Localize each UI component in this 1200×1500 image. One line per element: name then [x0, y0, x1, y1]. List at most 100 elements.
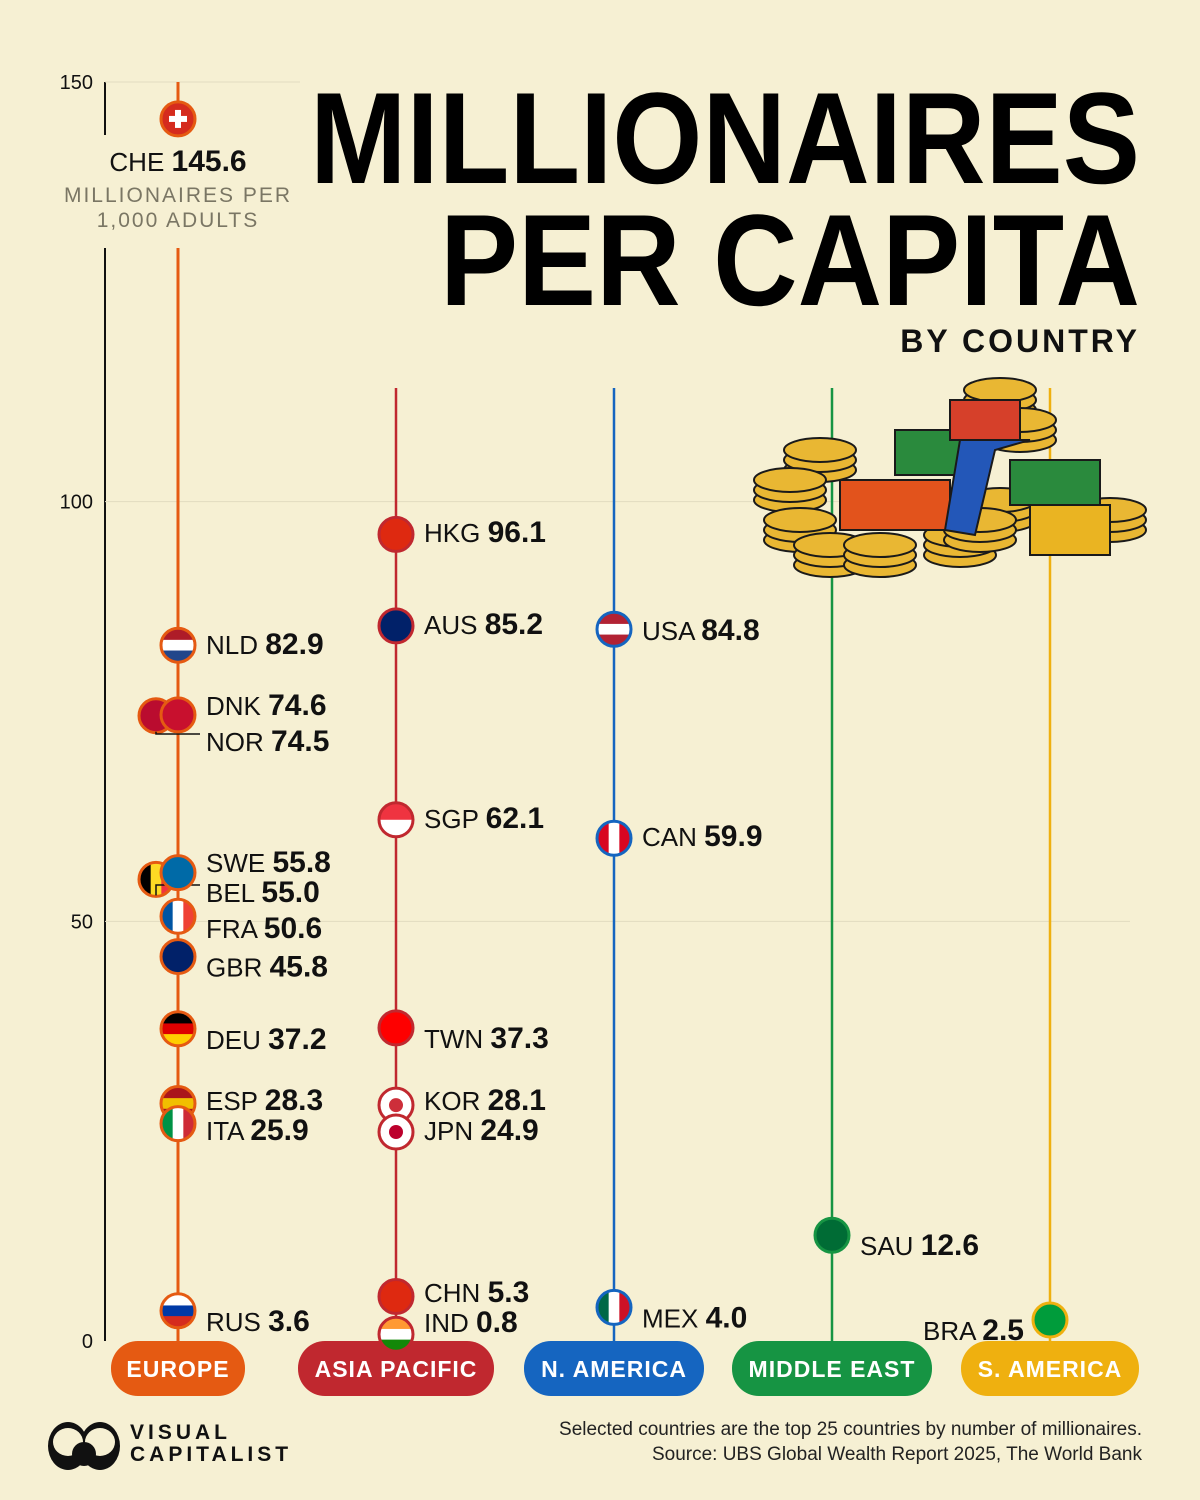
point-marker: [377, 1315, 415, 1353]
flag-stripe: [140, 863, 152, 896]
logo-icon: [48, 1422, 120, 1470]
flag-stripe: [150, 863, 162, 896]
region-label: S. AMERICA: [978, 1356, 1123, 1382]
value-label: 74.5: [271, 725, 329, 758]
flag-jpn-icon: [380, 1116, 412, 1149]
flag-gbr-icon: [162, 940, 194, 973]
value-label: 3.6: [268, 1305, 310, 1338]
point-ind: IND 0.8: [377, 1306, 518, 1353]
point-marker: [159, 100, 197, 138]
point-marker: [377, 515, 415, 553]
point-marker: [595, 610, 633, 648]
point-mex: MEX 4.0: [595, 1288, 747, 1334]
flag-stripe: [619, 1291, 630, 1324]
region-label: ASIA PACIFIC: [315, 1356, 478, 1382]
flag-stripe: [162, 639, 194, 652]
point-marker: [377, 1113, 415, 1151]
point-label: CHE 145.6: [109, 145, 246, 178]
point-dnk: DNK 74.6: [159, 689, 327, 734]
country-code: HKG: [424, 518, 488, 548]
flag-stripe: [380, 803, 412, 821]
visual-capitalist-logo: VISUAL CAPITALIST: [46, 1416, 292, 1472]
point-bra: BRA 2.5: [923, 1301, 1069, 1347]
value-label: 24.9: [480, 1114, 538, 1147]
point-label: HKG 96.1: [424, 516, 546, 549]
country-code: JPN: [424, 1116, 480, 1146]
region-pill-middle-east: [732, 1341, 932, 1396]
point-marker: [159, 938, 197, 976]
y-tick-label: 100: [60, 492, 93, 514]
flag-stripe: [598, 613, 630, 625]
point-marker: [159, 696, 197, 734]
country-code: CHE: [109, 147, 171, 177]
coin: [763, 507, 837, 533]
flag-stripe: [1034, 1304, 1066, 1337]
point-aus: AUS 85.2: [377, 607, 543, 645]
flag-stripe: [380, 1280, 412, 1313]
point-fra: FRA 50.6: [159, 897, 322, 945]
flag-sgp-icon: [380, 803, 412, 836]
logo-text-2: CAPITALIST: [130, 1443, 293, 1466]
subtitle: BY COUNTRY: [900, 323, 1140, 359]
flag-stripe: [380, 518, 412, 551]
flag-stripe: [162, 698, 194, 731]
point-label: CAN 59.9: [642, 820, 763, 853]
flag-sau-icon: [816, 1219, 848, 1252]
point-label: BEL 55.0: [206, 876, 320, 909]
point-che: CHE 145.6: [109, 100, 247, 178]
gold-bar: [839, 479, 951, 531]
region-label: EUROPE: [126, 1356, 229, 1382]
country-code: NOR: [206, 727, 271, 757]
region-pill-n-america: [524, 1341, 704, 1396]
flag-stripe: [162, 1034, 194, 1045]
country-code: AUS: [424, 610, 485, 640]
flag-deu-icon: [162, 1012, 194, 1045]
point-sau: SAU 12.6: [813, 1216, 979, 1262]
value-label: 50.6: [264, 912, 322, 945]
country-code: DNK: [206, 691, 268, 721]
point-jpn: JPN 24.9: [377, 1113, 539, 1151]
flag-stripe: [619, 822, 630, 855]
flag-stripe: [380, 609, 412, 642]
country-code: CHN: [424, 1278, 488, 1308]
label-connector: [155, 731, 200, 735]
value-label: 12.6: [921, 1229, 979, 1262]
value-label: 55.0: [261, 876, 319, 909]
point-marker: [159, 1292, 197, 1330]
value-label: 45.8: [270, 951, 328, 984]
flag-mex-icon: [598, 1291, 630, 1324]
flag-stripe: [172, 1107, 184, 1140]
country-code: SGP: [424, 804, 486, 834]
point-usa: USA 84.8: [595, 610, 760, 648]
title-line-2: PER CAPITA: [440, 187, 1140, 333]
value-label: 28.1: [488, 1084, 546, 1117]
flag-stripe: [816, 1219, 848, 1252]
title-line-1: MILLIONAIRES: [310, 65, 1140, 211]
flag-stripe: [162, 900, 174, 933]
flag-stripe: [162, 650, 194, 662]
flag-stripe: [162, 1087, 194, 1099]
flag-ind-icon: [380, 1318, 412, 1351]
flag-fra-icon: [162, 900, 194, 933]
country-code: USA: [642, 616, 701, 646]
point-ita: ITA 25.9: [159, 1105, 309, 1147]
cash-stack: [1009, 459, 1101, 506]
flag-che-icon: [162, 102, 194, 135]
country-code: MEX: [642, 1303, 706, 1333]
person-figure: [949, 399, 1021, 441]
flag-bra-icon: [1034, 1304, 1066, 1337]
value-label: 74.6: [268, 689, 326, 722]
value-label: 85.2: [485, 608, 543, 641]
flag-usa-icon: [598, 613, 630, 646]
point-label: NOR 74.5: [206, 725, 329, 758]
country-code: ESP: [206, 1086, 265, 1116]
country-code: CAN: [642, 822, 704, 852]
value-label: 2.5: [982, 1314, 1024, 1347]
y-tick-label: 50: [71, 911, 93, 933]
point-label: SAU 12.6: [860, 1229, 979, 1262]
flag-stripe: [598, 822, 610, 855]
flag-cross: [175, 109, 181, 128]
point-label: FRA 50.6: [206, 912, 322, 945]
flag-stripe: [162, 1012, 194, 1024]
point-label: DNK 74.6: [206, 689, 327, 722]
